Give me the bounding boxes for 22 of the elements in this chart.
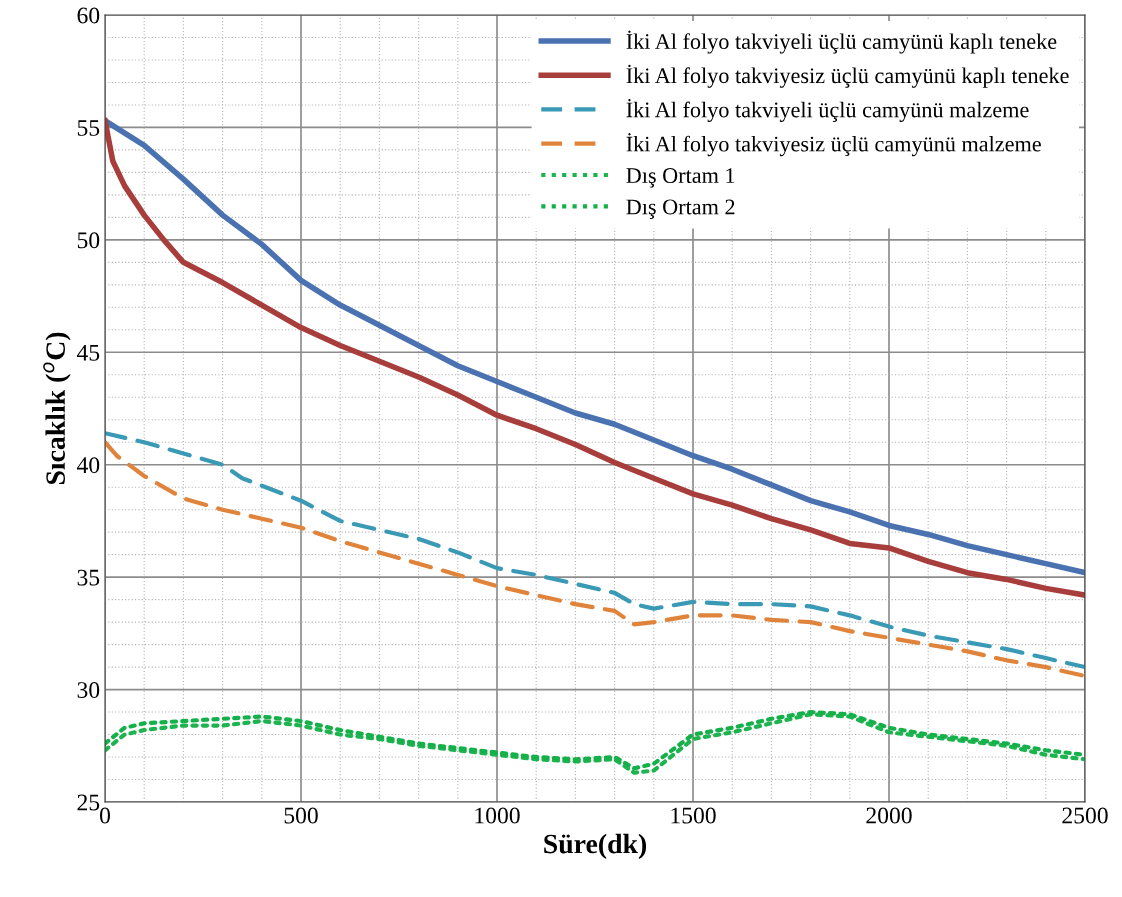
y-tick-label: 60: [77, 7, 100, 24]
y-tick-label: 25: [77, 794, 100, 811]
x-tick-label: 2500: [1062, 807, 1108, 824]
x-tick-label: 0: [100, 807, 110, 824]
legend-label: İki Al folyo takviyesiz üçlü camyünü kaplı teneke: [626, 64, 1069, 88]
y-tick-label: 55: [77, 120, 100, 136]
y-tick-label: 40: [76, 457, 100, 474]
legend-label: İki Al folyo takviyeli üçlü camyünü malzeme: [626, 98, 1029, 122]
legend-label: İki Al folyo takviyesiz üçlü camyünü malzeme: [626, 133, 1041, 157]
y-tick-label: 45: [76, 344, 100, 361]
x-axis-title: Süre(dk): [544, 833, 647, 860]
y-axis-title: Sıcaklık ($^{o}$C): [43, 332, 71, 485]
x-tick-label: 1000: [475, 807, 520, 824]
y-tick-label: 35: [77, 569, 100, 586]
x-tick-label: 500: [284, 807, 318, 824]
legend-label: Dış Ortam 1: [626, 168, 735, 188]
x-tick-label: 1500: [671, 807, 716, 824]
x-tick-label: 2000: [866, 807, 912, 824]
y-tick-label: 50: [77, 232, 100, 249]
y-tick-label: 30: [77, 682, 100, 698]
legend-label: İki Al folyo takviyeli üçlü camyünü kaplı teneke: [626, 30, 1057, 54]
legend-label: Dış Ortam 2: [626, 199, 735, 219]
